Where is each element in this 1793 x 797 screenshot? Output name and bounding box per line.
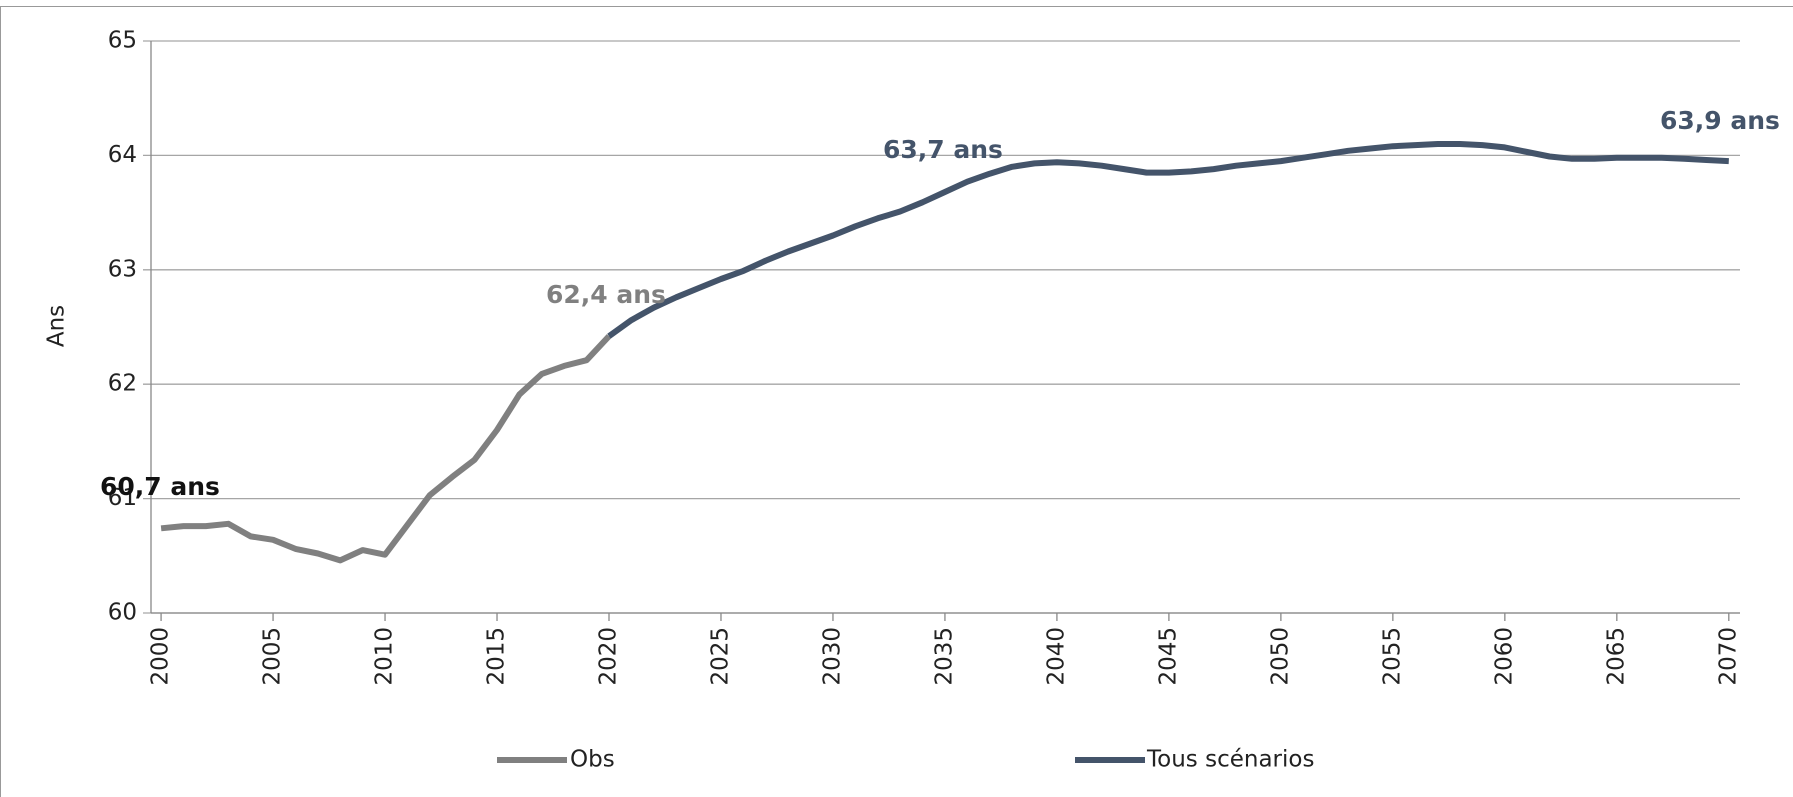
y-tick-label: 65 [108,28,137,54]
x-tick-label: 2070 [1715,627,1741,686]
series-line [160,334,612,564]
x-tick-label: 2065 [1603,627,1629,686]
y-tick-label: 61 [108,485,137,511]
y-tick-label: 63 [108,256,137,282]
x-tick-label: 2055 [1379,627,1405,686]
annotation: 62,4 ans [546,280,666,309]
y-tick-label: 60 [108,600,137,626]
x-tick-label: 2025 [707,627,733,686]
x-tick-label: 2050 [1267,627,1293,686]
x-tick-label: 2015 [484,627,510,686]
annotation: 63,7 ans [883,135,1003,164]
x-tick-label: 2035 [931,627,957,686]
x-tick-label: 2000 [148,627,174,686]
y-tick-label: 62 [108,371,137,397]
y-tick-label: 64 [108,142,137,168]
x-tick-label: 2020 [595,627,621,686]
x-tick-label: 2030 [819,627,845,686]
annotation: 60,7 ans [100,472,220,501]
annotation: 63,9 ans [1660,106,1780,135]
x-tick-label: 2010 [372,627,398,686]
frame [0,6,1793,797]
legend-label: Obs [570,747,615,773]
x-tick-label: 2005 [260,627,286,686]
x-tick-label: 2045 [1155,627,1181,686]
y-axis-label: Ans [44,305,70,347]
legend-label: Tous scénarios [1146,747,1314,773]
x-tick-label: 2040 [1043,627,1069,686]
x-tick-label: 2060 [1491,627,1517,686]
series-line [607,141,1729,339]
